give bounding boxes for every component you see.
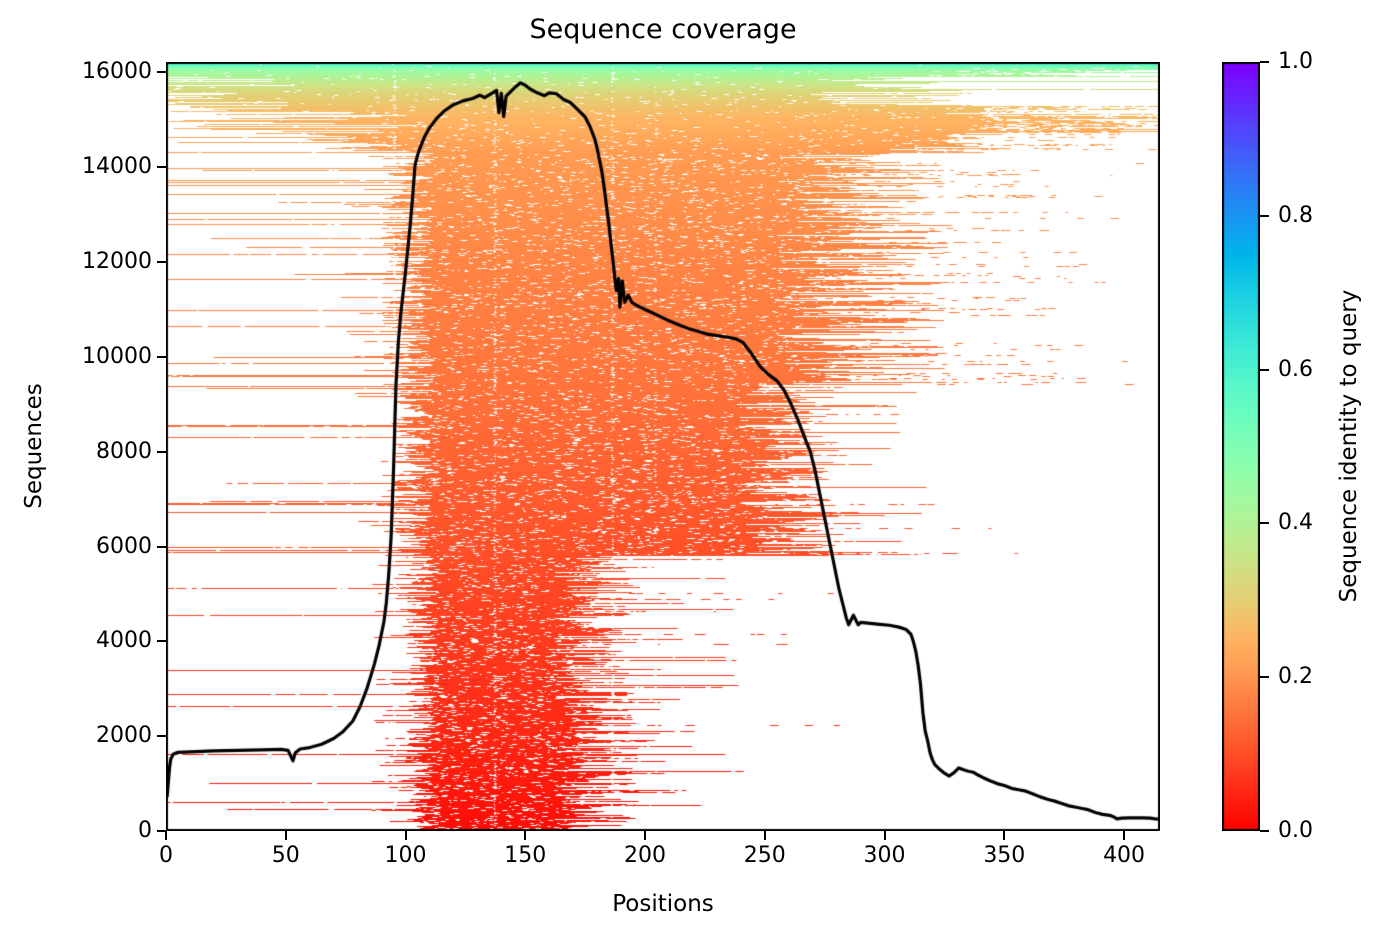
- x-tick-label: 100: [384, 843, 427, 868]
- y-tick: [157, 71, 166, 74]
- y-tick-label: 4000: [96, 628, 152, 654]
- colorbar-tick-label: 0.4: [1278, 510, 1313, 536]
- x-tick: [763, 831, 766, 840]
- colorbar-tick-label: 0.6: [1278, 356, 1313, 382]
- x-tick-label: 0: [159, 843, 173, 868]
- y-tick-label: 6000: [96, 533, 152, 559]
- x-axis-label: Positions: [612, 891, 714, 917]
- y-tick-label: 12000: [82, 249, 152, 275]
- colorbar-tick: [1260, 368, 1269, 371]
- colorbar-tick: [1260, 676, 1269, 679]
- y-tick-label: 16000: [82, 59, 152, 85]
- x-tick: [284, 831, 287, 840]
- colorbar-tick: [1260, 61, 1269, 63]
- colorbar-tick: [1260, 214, 1269, 217]
- x-tick-label: 150: [504, 843, 547, 868]
- plot-title: Sequence coverage: [529, 14, 797, 45]
- y-tick-label: 8000: [96, 438, 152, 464]
- x-tick: [165, 831, 167, 840]
- y-tick-label: 14000: [82, 154, 152, 180]
- x-tick-label: 300: [863, 843, 906, 868]
- colorbar-tick: [1260, 830, 1269, 832]
- colorbar-tick: [1260, 522, 1269, 525]
- y-tick: [157, 166, 166, 169]
- x-tick: [404, 831, 407, 840]
- x-tick-label: 200: [624, 843, 667, 868]
- y-tick: [157, 640, 166, 643]
- colorbar: [1222, 62, 1260, 831]
- y-tick-label: 10000: [82, 343, 152, 369]
- x-tick-label: 400: [1103, 843, 1146, 868]
- x-tick: [1123, 831, 1126, 840]
- colorbar-tick-label: 0.8: [1278, 202, 1313, 228]
- msa-coverage-plot: [166, 62, 1160, 831]
- y-tick: [157, 355, 166, 358]
- x-tick-label: 350: [983, 843, 1026, 868]
- y-tick: [157, 450, 166, 453]
- y-tick: [157, 545, 166, 548]
- y-tick-label: 0: [138, 818, 152, 843]
- x-tick-label: 250: [743, 843, 786, 868]
- y-tick: [157, 735, 166, 738]
- colorbar-tick-label: 0.2: [1278, 664, 1313, 690]
- x-tick-label: 50: [271, 843, 300, 868]
- colorbar-label: Sequence identity to query: [1336, 289, 1362, 603]
- colorbar-tick-label: 1.0: [1278, 49, 1313, 74]
- y-tick: [157, 261, 166, 264]
- x-tick: [524, 831, 527, 840]
- y-tick-label: 2000: [96, 723, 152, 749]
- y-tick: [157, 830, 166, 832]
- colorbar-tick-label: 0.0: [1278, 818, 1313, 843]
- x-tick: [644, 831, 647, 840]
- x-tick: [883, 831, 886, 840]
- x-tick: [1003, 831, 1006, 840]
